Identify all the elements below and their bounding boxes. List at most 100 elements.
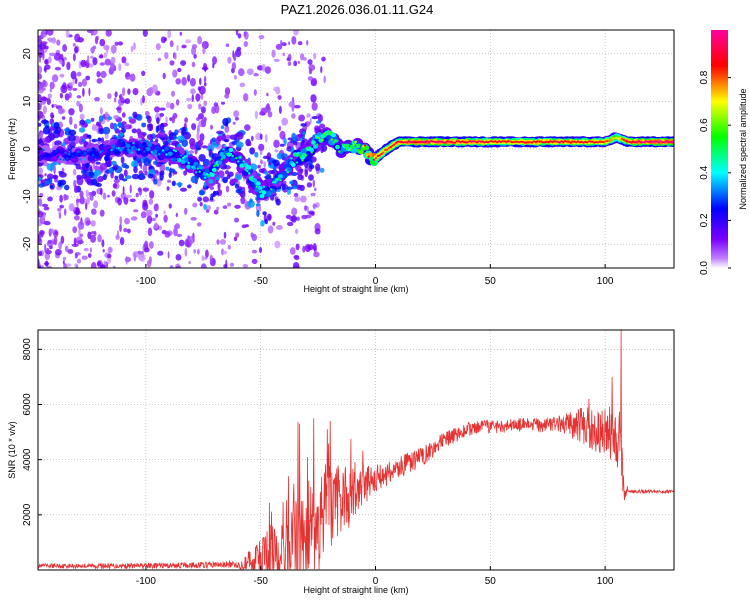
spectrogram-cloud-blob	[211, 137, 217, 143]
spectrogram-noise-blob	[197, 36, 203, 45]
spectrogram-cloud-blob	[321, 144, 328, 152]
spectrogram-ridge-mark	[211, 173, 214, 176]
spectrogram-noise-blob	[251, 249, 258, 254]
spectrogram-noise-blob	[219, 239, 227, 245]
spectrogram-cloud-blob	[91, 138, 98, 143]
spectrogram-noise-blob	[310, 192, 316, 197]
spectrogram-ridge-mark	[295, 161, 299, 164]
spectrogram-noise-blob	[190, 217, 197, 221]
spectrogram-ridge-mark	[474, 140, 477, 143]
spectrogram-ridge-mark	[470, 140, 473, 143]
spectrogram-ridge-mark	[184, 158, 190, 163]
spectrogram-noise-blob	[323, 75, 326, 84]
spectrogram-noise-blob	[227, 56, 232, 64]
spectrogram-ridge-mark	[331, 132, 337, 138]
spectrogram-noise-blob	[68, 108, 75, 116]
spectrogram-ridge-mark	[523, 141, 526, 144]
spectrogram-noise-blob	[221, 101, 225, 105]
spectrogram-ridge-mark	[313, 144, 318, 149]
spectrogram-cloud-blob	[203, 203, 207, 211]
spectrogram-ridge-mark	[64, 151, 67, 154]
spectrogram-noise-blob	[88, 87, 91, 97]
spectrogram-cloud-blob	[262, 155, 269, 159]
spectrogram-noise-blob	[74, 215, 80, 221]
spectrogram-cloud-blob	[181, 139, 189, 148]
spectrogram-ridge-mark	[485, 140, 488, 143]
spectrogram-noise-blob	[90, 220, 96, 227]
spectrogram-noise-blob	[253, 72, 259, 77]
snr-ytick-label: 2000	[22, 503, 33, 526]
spectrogram-noise-blob	[164, 231, 171, 238]
spectrogram-noise-blob	[77, 221, 85, 230]
spectrogram-ridge-mark	[172, 149, 176, 152]
spectrogram-noise-blob	[246, 68, 254, 75]
spectrogram-noise-blob	[146, 215, 153, 224]
spectrogram-ridge-mark	[600, 140, 604, 143]
spectrogram-ridge-mark	[466, 141, 469, 144]
spectrogram-noise-blob	[294, 255, 300, 261]
spectrogram-noise-blob	[38, 210, 44, 218]
spectrogram-noise-blob	[90, 234, 97, 243]
spectrogram-noise-blob	[104, 111, 109, 118]
spectrogram-ridge-mark	[380, 152, 383, 155]
spectrogram-ridge-mark	[132, 142, 135, 145]
spectrogram-noise-blob	[96, 71, 101, 78]
spectrogram-noise-blob	[187, 103, 193, 110]
spectrogram-noise-blob	[184, 207, 188, 215]
spectrogram-noise-blob	[76, 258, 82, 264]
spectrogram-ridge-mark	[385, 148, 389, 151]
spectrogram-noise-blob	[181, 76, 187, 86]
spectrogram-ridge-mark	[492, 140, 495, 143]
spectrogram-ridge-mark	[88, 148, 91, 151]
spectrogram-ridge-mark	[411, 141, 414, 144]
spectrogram-noise-blob	[105, 30, 112, 37]
spectrogram-noise-blob	[91, 208, 97, 215]
spectrogram-noise-blob	[62, 260, 65, 265]
spectrogram-noise-blob	[309, 117, 312, 125]
spectrogram-noise-blob	[75, 208, 80, 216]
spectrogram-ridge-mark	[494, 140, 497, 143]
spectrogram-ridge-mark	[420, 140, 424, 143]
spectrogram-ridge-mark	[516, 140, 519, 143]
spectrogram-noise-blob	[314, 187, 317, 192]
spectrogram-noise-blob	[174, 52, 177, 60]
snr-xtick-label: -50	[253, 576, 268, 587]
spectrogram-cloud-blob	[301, 139, 305, 144]
spectrogram-noise-blob	[306, 113, 311, 118]
spectrogram-noise-blob	[116, 230, 120, 239]
spectrogram-ridge-mark	[398, 140, 402, 143]
spectrogram-noise-blob	[287, 61, 292, 66]
spectrogram-ridge-mark	[446, 140, 449, 143]
spectrogram-noise-blob	[173, 227, 178, 237]
spectrogram-ridge-mark	[654, 140, 657, 143]
spectrogram-noise-blob	[261, 64, 266, 72]
spectrogram-noise-blob	[295, 243, 300, 251]
spectrogram-cloud-blob	[190, 175, 199, 184]
spectrogram-noise-blob	[224, 87, 231, 96]
spectrogram-ytick-label: -10	[22, 189, 33, 204]
spectrogram-ridge-mark	[69, 150, 73, 153]
spectrogram-noise-blob	[202, 196, 209, 203]
spectrogram-ridge-mark	[488, 140, 492, 143]
spectrogram-noise-blob	[243, 93, 249, 102]
spectrogram-cloud-blob	[177, 135, 185, 142]
spectrogram-cloud-blob	[247, 200, 255, 208]
spectrogram-cloud-blob	[129, 118, 137, 124]
spectrogram-noise-blob	[63, 208, 67, 216]
spectrogram-noise-blob	[144, 110, 150, 117]
spectrogram-cloud-blob	[299, 184, 305, 192]
spectrogram-noise-blob	[42, 105, 47, 115]
snr-ytick-label: 4000	[22, 448, 33, 471]
spectrogram-ridge-mark	[191, 166, 194, 169]
spectrogram-noise-blob	[216, 239, 220, 245]
spectrogram-noise-blob	[113, 115, 120, 120]
spectrogram-noise-blob	[146, 259, 152, 268]
spectrogram-ridge-mark	[121, 147, 124, 150]
spectrogram-noise-blob	[112, 183, 118, 189]
spectrogram-noise-blob	[86, 220, 91, 226]
spectrogram-noise-blob	[172, 69, 178, 78]
spectrogram-ridge-mark	[598, 140, 602, 143]
spectrogram-ridge-mark	[226, 152, 229, 155]
spectrogram-ytick-label: 10	[22, 95, 33, 107]
spectrogram-cloud-blob	[315, 163, 321, 171]
